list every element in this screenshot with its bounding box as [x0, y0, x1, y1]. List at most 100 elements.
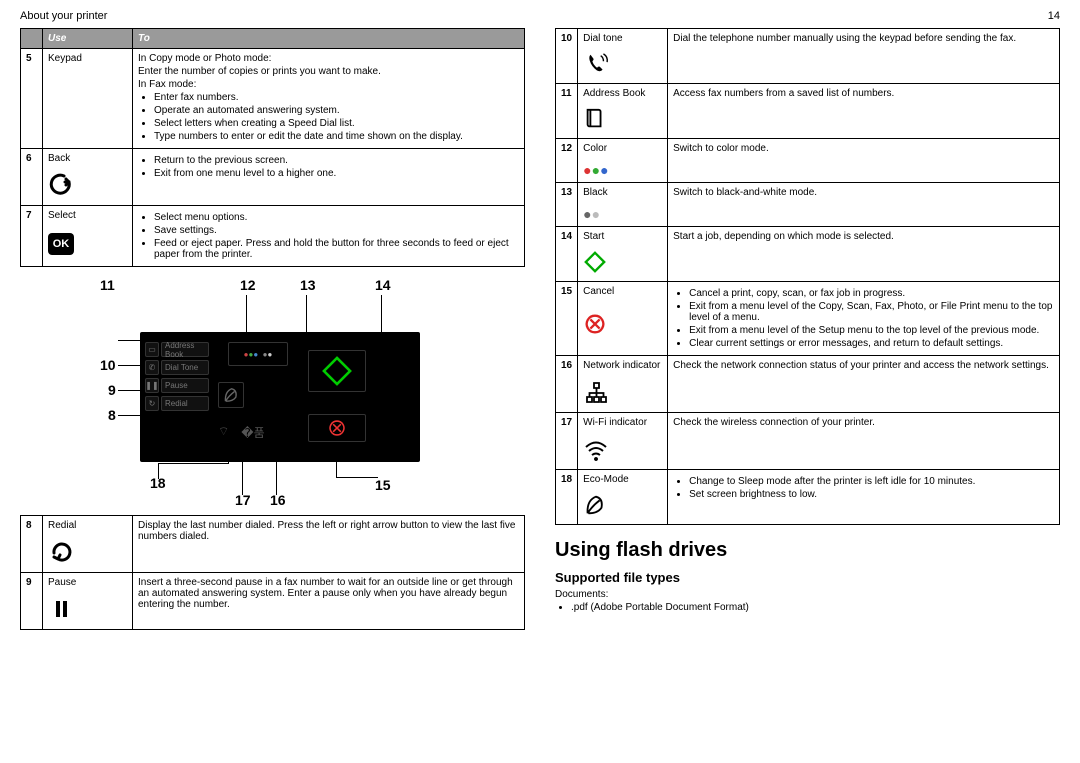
table-row: 13 Black Switch to black-and-white mode. — [556, 183, 1060, 203]
row-num: 8 — [21, 516, 43, 573]
eco-button — [218, 382, 244, 408]
wifi-small-icon: ⌔ — [218, 424, 229, 441]
bullet: .pdf (Adobe Portable Document Format) — [571, 602, 1060, 613]
eco-icon — [578, 489, 668, 525]
row-name: Back — [43, 149, 133, 169]
redial-icon: ↻ — [145, 396, 159, 411]
bullet: Set screen brightness to low. — [689, 489, 1054, 500]
dial-button: Dial Tone — [161, 360, 209, 375]
row-desc: Switch to color mode. — [668, 139, 1060, 183]
row-desc: Cancel a print, copy, scan, or fax job i… — [668, 282, 1060, 356]
table-row: 10 Dial tone Dial the telephone number m… — [556, 29, 1060, 49]
pause-icon-big — [43, 592, 133, 630]
table-row: 12 Color Switch to color mode. — [556, 139, 1060, 159]
row-name: Select — [43, 206, 133, 230]
flash-heading: Using flash drives — [555, 539, 1060, 562]
flash-subheading: Supported file types — [555, 570, 1060, 585]
book-icon — [578, 103, 668, 139]
row-name: Redial — [43, 516, 133, 536]
table-row: 14 Start Start a job, depending on which… — [556, 227, 1060, 247]
row-num: 18 — [556, 470, 578, 525]
color-icon: ●●● — [578, 158, 668, 183]
addr-icon: ▭ — [145, 342, 159, 357]
row-desc: Access fax numbers from a saved list of … — [668, 84, 1060, 139]
row-desc: Start a job, depending on which mode is … — [668, 227, 1060, 282]
pause-button: Pause — [161, 378, 209, 393]
row-desc: Select menu options. Save settings. Feed… — [133, 206, 525, 267]
docs-label: Documents: — [555, 589, 1060, 600]
table-row: 16 Network indicator Check the network c… — [556, 356, 1060, 376]
row-num: 17 — [556, 413, 578, 470]
row-name: Pause — [43, 573, 133, 593]
bullet: Operate an automated answering system. — [154, 105, 519, 116]
bullet: Select menu options. — [154, 212, 519, 223]
row-name: Color — [578, 139, 668, 159]
text: Enter the number of copies or prints you… — [138, 66, 519, 77]
table-use-to-1: Use To 5 Keypad In Copy mode or Photo mo… — [20, 28, 525, 267]
row-desc: Return to the previous screen. Exit from… — [133, 149, 525, 206]
row-desc: Dial the telephone number manually using… — [668, 29, 1060, 84]
cancel-button — [308, 414, 366, 442]
row-num: 10 — [556, 29, 578, 84]
row-desc: Switch to black-and-white mode. — [668, 183, 1060, 227]
table-row: 15 Cancel Cancel a print, copy, scan, or… — [556, 282, 1060, 308]
callout-8: 8 — [108, 407, 116, 423]
table-row: 6 Back Return to the previous screen. Ex… — [21, 149, 525, 169]
table-row: 17 Wi-Fi indicator Check the wireless co… — [556, 413, 1060, 433]
row-num: 5 — [21, 49, 43, 149]
pause-icon: ❚❚ — [145, 378, 159, 393]
bullet: Cancel a print, copy, scan, or fax job i… — [689, 288, 1054, 299]
redial-icon — [43, 535, 133, 573]
control-panel-diagram: 12 13 14 11 10 9 8 18 17 16 15 ▭ — [20, 277, 525, 507]
row-num: 15 — [556, 282, 578, 356]
back-icon — [43, 168, 133, 206]
text: In Fax mode: — [138, 79, 519, 90]
bullet: Select letters when creating a Speed Dia… — [154, 118, 519, 129]
bullet: Exit from a menu level of the Copy, Scan… — [689, 301, 1054, 323]
ok-icon: OK — [43, 229, 133, 266]
table-use-to-2: 8 Redial Display the last number dialed.… — [20, 515, 525, 630]
bullet: Feed or eject paper. Press and hold the … — [154, 238, 519, 260]
bullet: Change to Sleep mode after the printer i… — [689, 476, 1054, 487]
table-row: 9 Pause Insert a three-second pause in a… — [21, 573, 525, 593]
left-column: Use To 5 Keypad In Copy mode or Photo mo… — [20, 28, 525, 640]
bullet: Save settings. — [154, 225, 519, 236]
row-num: 9 — [21, 573, 43, 630]
row-name: Network indicator — [578, 356, 668, 376]
row-desc: Check the network connection status of y… — [668, 356, 1060, 413]
network-icon — [578, 375, 668, 413]
callout-12: 12 — [240, 277, 256, 293]
row-name: Address Book — [578, 84, 668, 104]
bullet: Exit from a menu level of the Setup menu… — [689, 325, 1054, 336]
th-use: Use — [43, 29, 133, 49]
bullet: Return to the previous screen. — [154, 155, 519, 166]
cancel-icon — [578, 308, 668, 356]
right-column: 10 Dial tone Dial the telephone number m… — [555, 28, 1060, 640]
callout-10: 10 — [100, 357, 116, 373]
text: In Copy mode or Photo mode: — [138, 53, 519, 64]
table-row: 8 Redial Display the last number dialed.… — [21, 516, 525, 536]
th-to: To — [133, 29, 525, 49]
row-name: Cancel — [578, 282, 668, 308]
addr-button: Address Book — [161, 342, 209, 357]
table-right: 10 Dial tone Dial the telephone number m… — [555, 28, 1060, 525]
row-desc: Insert a three-second pause in a fax num… — [133, 573, 525, 630]
row-num: 7 — [21, 206, 43, 267]
indicator-row: ⌔ �품 — [218, 424, 265, 441]
row-desc: Check the wireless connection of your pr… — [668, 413, 1060, 470]
table-row: 7 Select Select menu options. Save setti… — [21, 206, 525, 230]
row-num: 11 — [556, 84, 578, 139]
panel: ▭ Address Book ✆ Dial Tone ❚❚ Pause ↻ Re… — [140, 332, 420, 462]
row-name: Keypad — [43, 49, 133, 149]
row-num: 16 — [556, 356, 578, 413]
bullet: Type numbers to enter or edit the date a… — [154, 131, 519, 142]
row-desc: Change to Sleep mode after the printer i… — [668, 470, 1060, 525]
row-num: 12 — [556, 139, 578, 183]
start-button — [308, 350, 366, 392]
callout-16: 16 — [270, 492, 286, 508]
table-row: 11 Address Book Access fax numbers from … — [556, 84, 1060, 104]
dial-icon: ✆ — [145, 360, 159, 375]
bullet: Exit from one menu level to a higher one… — [154, 168, 519, 179]
row-name: Start — [578, 227, 668, 247]
callout-9: 9 — [108, 382, 116, 398]
